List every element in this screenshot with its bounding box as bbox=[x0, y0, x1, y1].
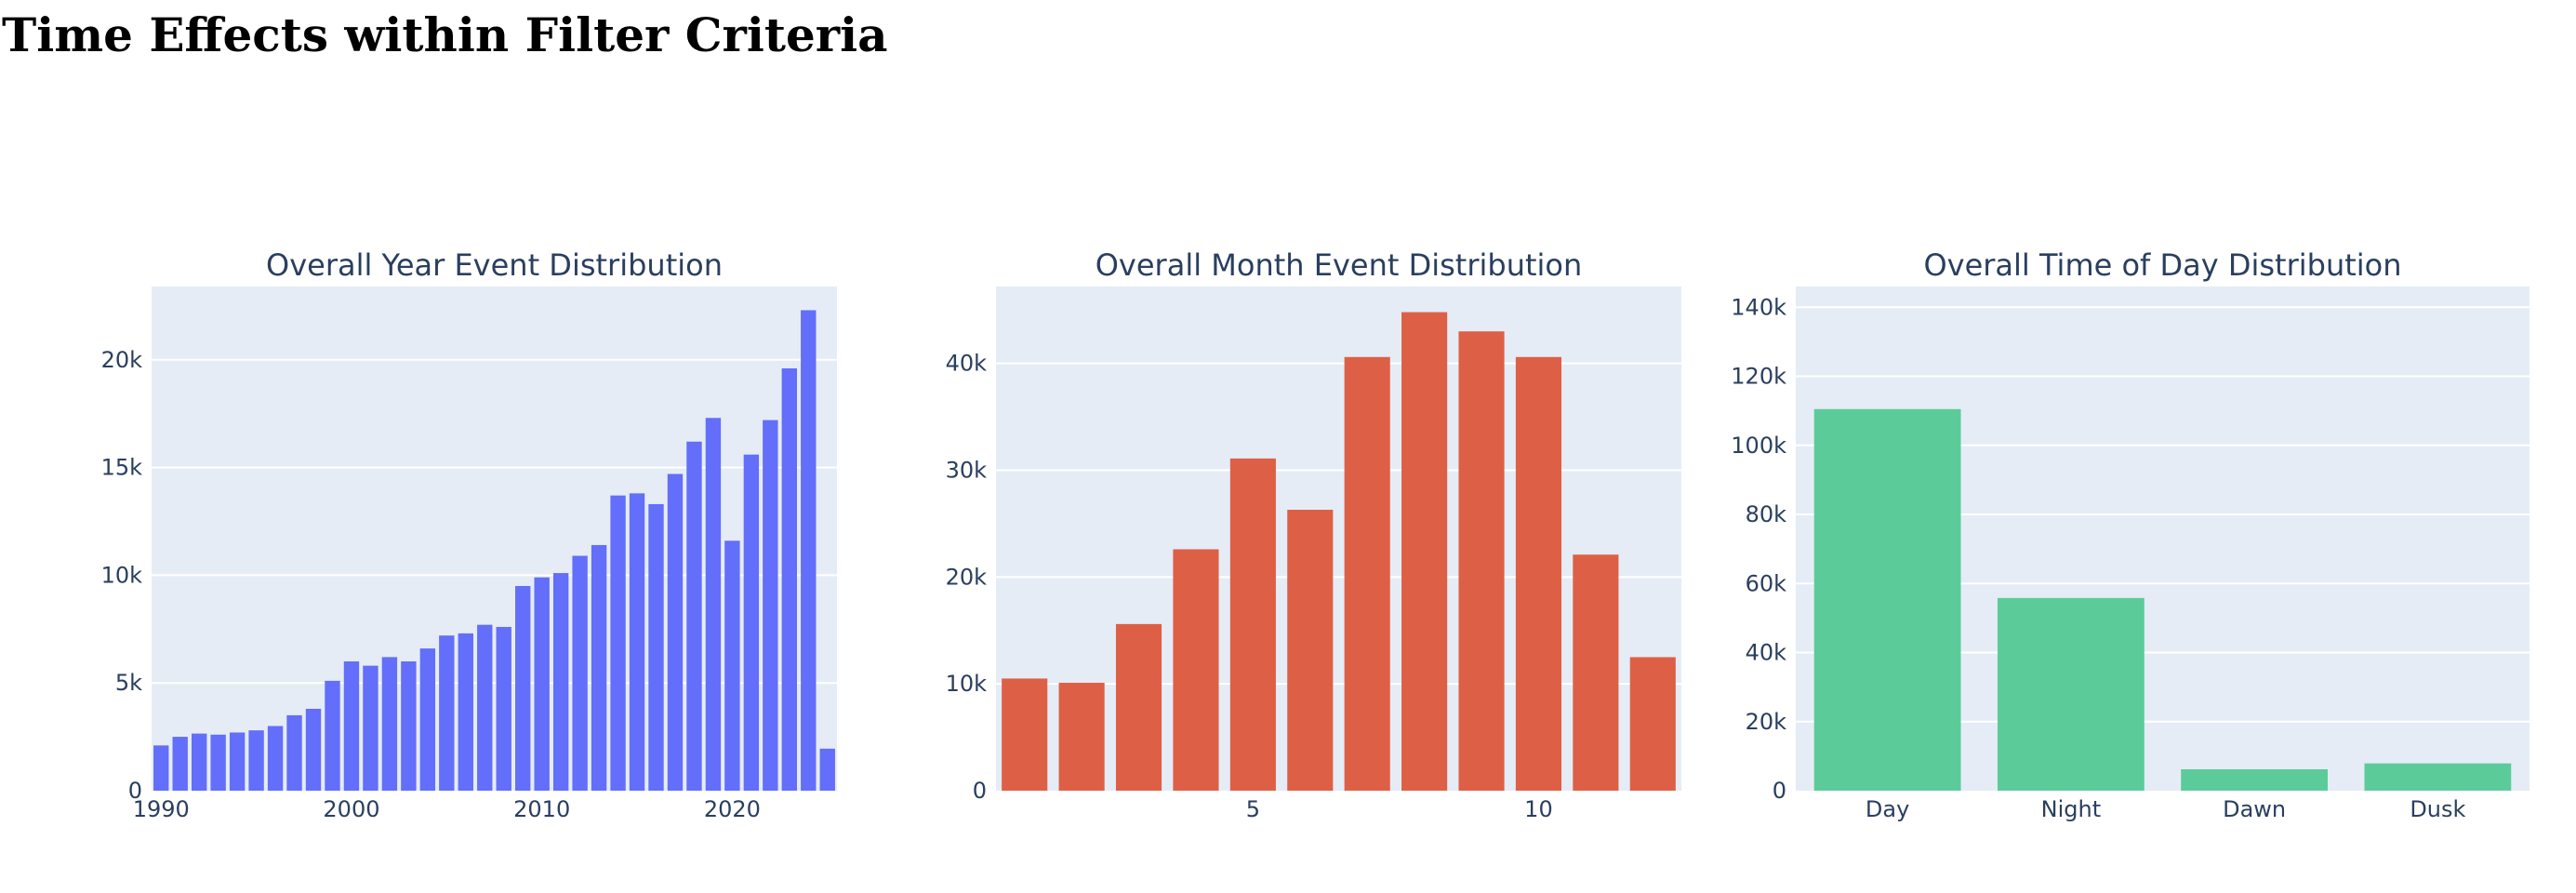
bar bbox=[1229, 458, 1276, 791]
y-tick-label: 120k bbox=[1731, 364, 1786, 390]
month-distribution-chart: 0 10k 20k 30k 40k 5 10 Overall Month Event Dist… bbox=[946, 247, 1681, 822]
bar bbox=[153, 745, 169, 791]
bar bbox=[401, 661, 417, 791]
y-tick-label: 10k bbox=[946, 671, 988, 697]
bar bbox=[381, 657, 398, 791]
bar bbox=[248, 730, 264, 791]
y-tick-label: 5k bbox=[115, 670, 142, 696]
bar bbox=[1997, 597, 2144, 791]
y-tick-label: 10k bbox=[101, 562, 143, 588]
page-title: Time Effects within Filter Criteria bbox=[2, 7, 888, 62]
bar bbox=[1515, 356, 1562, 791]
bar bbox=[1115, 623, 1162, 791]
bar bbox=[1629, 657, 1676, 791]
bar bbox=[229, 732, 246, 791]
bar bbox=[1287, 509, 1334, 791]
bar bbox=[667, 473, 684, 791]
bar bbox=[819, 748, 835, 791]
bar bbox=[343, 661, 360, 791]
x-tick-label: 10 bbox=[1524, 796, 1553, 822]
bar bbox=[1058, 683, 1105, 791]
y-tick-label: 80k bbox=[1746, 501, 1787, 527]
year-distribution-chart: 0 5k 10k 15k 20k 1990 2000 2010 2020 Overall Year… bbox=[101, 247, 837, 822]
y-tick-label: 20k bbox=[946, 564, 988, 590]
bar bbox=[325, 680, 340, 791]
bar bbox=[496, 626, 511, 791]
bar bbox=[1573, 554, 1619, 791]
bar bbox=[648, 503, 664, 791]
bar bbox=[781, 368, 798, 791]
bar bbox=[363, 665, 378, 791]
bar bbox=[1173, 549, 1219, 791]
chart-title: Overall Time of Day Distribution bbox=[1923, 247, 2401, 283]
y-tick-label: 20k bbox=[101, 347, 143, 373]
y-tick-label: 0 bbox=[1773, 778, 1786, 804]
x-tick-label: 5 bbox=[1246, 796, 1260, 822]
x-tick-label: 2010 bbox=[513, 796, 570, 822]
x-tick-label: 1990 bbox=[133, 796, 190, 822]
bar bbox=[1344, 356, 1390, 791]
plot-area bbox=[996, 287, 1681, 791]
bar bbox=[763, 420, 778, 791]
bar bbox=[572, 555, 588, 791]
bar bbox=[705, 418, 722, 791]
bar bbox=[439, 635, 455, 791]
bar bbox=[2364, 763, 2512, 791]
bar bbox=[610, 495, 626, 791]
bar bbox=[477, 624, 493, 791]
y-tick-label: 40k bbox=[946, 351, 988, 377]
x-tick-label: 2020 bbox=[704, 796, 761, 822]
bar bbox=[591, 544, 607, 791]
y-tick-label: 100k bbox=[1731, 433, 1786, 459]
bar bbox=[267, 726, 284, 791]
y-tick-label: 60k bbox=[1746, 570, 1787, 596]
bar bbox=[172, 737, 188, 791]
x-tick-label: Night bbox=[2041, 796, 2101, 822]
bar bbox=[191, 733, 207, 791]
bar bbox=[724, 540, 740, 791]
bar bbox=[1458, 331, 1505, 791]
bar bbox=[2181, 768, 2329, 791]
bar bbox=[458, 633, 473, 791]
y-tick-label: 40k bbox=[1746, 640, 1787, 666]
bar bbox=[801, 310, 817, 791]
bar bbox=[1002, 678, 1048, 791]
x-tick-label: Dusk bbox=[2410, 796, 2465, 822]
bar bbox=[515, 585, 531, 791]
y-tick-label: 30k bbox=[946, 458, 988, 484]
time-of-day-distribution-chart: 0 20k 40k 60k 80k 100k 120k 140k Day Night Dawn Dus… bbox=[1731, 247, 2530, 822]
bar bbox=[286, 714, 302, 791]
y-tick-label: 0 bbox=[973, 778, 987, 804]
bar bbox=[534, 577, 550, 791]
x-tick-label: Day bbox=[1866, 796, 1909, 822]
chart-title: Overall Year Event Distribution bbox=[266, 247, 723, 283]
y-tick-label: 0 bbox=[128, 778, 142, 804]
bar bbox=[419, 648, 436, 791]
x-tick-label: Dawn bbox=[2223, 796, 2286, 822]
chart-title: Overall Month Event Distribution bbox=[1095, 247, 1583, 283]
bar bbox=[210, 734, 226, 791]
bar bbox=[1401, 312, 1448, 791]
x-tick-label: 2000 bbox=[323, 796, 379, 822]
y-tick-label: 140k bbox=[1731, 294, 1786, 320]
y-tick-label: 20k bbox=[1746, 709, 1787, 735]
bar bbox=[552, 573, 569, 791]
plot-area bbox=[152, 287, 837, 791]
bar bbox=[629, 493, 645, 791]
bar bbox=[1813, 408, 1961, 791]
bar bbox=[305, 708, 322, 791]
y-tick-label: 15k bbox=[101, 455, 143, 481]
bar bbox=[686, 441, 702, 791]
bar bbox=[743, 454, 760, 791]
